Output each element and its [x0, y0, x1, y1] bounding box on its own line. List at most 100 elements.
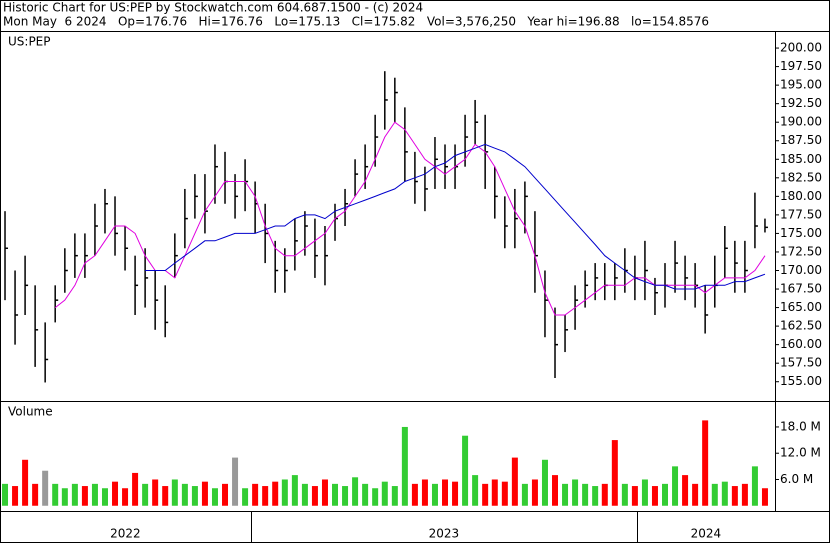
volume-bar — [42, 470, 49, 506]
volume-bar — [721, 481, 728, 506]
volume-bar — [162, 486, 169, 506]
volume-bar — [222, 483, 229, 506]
y-tick-label: 12.0 M — [780, 446, 821, 460]
volume-bar — [662, 483, 669, 506]
volume-bar — [562, 483, 569, 506]
volume-bar — [362, 483, 369, 506]
volume-bar — [521, 483, 528, 506]
volume-bar — [132, 472, 139, 506]
volume-bar — [2, 483, 9, 506]
volume-bar — [71, 483, 78, 506]
volume-bar — [651, 486, 658, 506]
volume-bar — [501, 481, 508, 506]
symbol-label: US:PEP — [8, 35, 51, 49]
y-tick-label: 172.50 — [780, 244, 822, 258]
y-tick-label: 195.00 — [780, 78, 822, 92]
x-tick-label: 2022 — [110, 527, 141, 541]
volume-bar — [421, 479, 428, 506]
x-tick-label: 2024 — [691, 527, 722, 541]
volume-bar — [342, 486, 349, 506]
volume-bar — [682, 475, 689, 506]
y-tick-label: 162.50 — [780, 319, 822, 333]
volume-bar — [22, 459, 29, 506]
volume-bar — [582, 483, 589, 506]
volume-bar — [101, 488, 108, 506]
volume-bar — [122, 488, 129, 506]
volume-bar — [32, 483, 39, 506]
volume-bar — [232, 457, 239, 506]
volume-bar — [171, 479, 178, 506]
volume-bar — [611, 440, 618, 506]
volume-bar — [452, 481, 459, 506]
volume-bar — [641, 479, 648, 506]
chart-title: Historic Chart for US:PEP by Stockwatch.… — [3, 1, 423, 15]
volume-bar — [12, 486, 19, 506]
volume-bar — [541, 459, 548, 506]
volume-bar — [272, 481, 279, 506]
volume-bar — [621, 483, 628, 506]
moving-average — [54, 121, 766, 316]
volume-bar — [142, 483, 149, 506]
y-tick-label: 167.50 — [780, 282, 822, 296]
volume-bar — [242, 488, 249, 506]
volume-bar — [491, 479, 498, 506]
volume-bar — [332, 483, 339, 506]
volume-bar — [431, 483, 438, 506]
y-tick-label: 187.50 — [780, 133, 822, 147]
y-tick-label: 175.00 — [780, 226, 822, 240]
volume-bar — [252, 483, 259, 506]
volume-bar — [631, 486, 638, 506]
volume-bar — [592, 486, 599, 506]
volume-bar — [401, 426, 408, 506]
volume-bar — [761, 488, 768, 506]
volume-bar — [91, 483, 98, 506]
volume-bar — [52, 483, 59, 506]
volume-bar — [112, 481, 119, 506]
volume-bar — [291, 475, 298, 506]
volume-bar — [61, 488, 68, 506]
volume-bar — [741, 483, 748, 506]
y-tick-label: 165.00 — [780, 300, 822, 314]
y-tick-label: 182.50 — [780, 170, 822, 184]
chart-subtitle: Mon May 6 2024 Op=176.76 Hi=176.76 Lo=17… — [3, 15, 709, 29]
y-tick-label: 155.00 — [780, 374, 822, 388]
volume-bar — [702, 420, 709, 506]
volume-bar — [352, 477, 359, 506]
volume-bar — [321, 479, 328, 506]
volume-bar — [301, 483, 308, 506]
volume-bar — [482, 483, 489, 506]
y-tick-label: 177.50 — [780, 207, 822, 221]
y-tick-label: 190.00 — [780, 115, 822, 129]
volume-bar — [572, 479, 579, 506]
volume-bar — [201, 481, 208, 506]
volume-bar — [262, 486, 269, 506]
volume-bar — [211, 488, 218, 506]
volume-bar — [391, 486, 398, 506]
volume-bar — [601, 483, 608, 506]
volume-bar — [411, 483, 418, 506]
volume-bar — [672, 466, 679, 506]
y-tick-label: 192.50 — [780, 96, 822, 110]
y-tick-label: 197.50 — [780, 59, 822, 73]
x-tick-label: 2023 — [429, 527, 460, 541]
volume-bar — [531, 479, 538, 506]
y-tick-label: 170.00 — [780, 263, 822, 277]
y-tick-label: 157.50 — [780, 356, 822, 370]
volume-bar — [462, 435, 469, 506]
y-tick-label: 6.0 M — [780, 472, 813, 486]
volume-title: Volume — [8, 405, 53, 419]
volume-bar — [731, 486, 738, 506]
volume-bar — [751, 466, 758, 506]
volume-bar — [191, 486, 198, 506]
volume-bar — [381, 481, 388, 506]
volume-bar — [281, 479, 288, 506]
y-tick-label: 185.00 — [780, 152, 822, 166]
volume-bar — [711, 483, 718, 506]
volume-bar — [552, 475, 559, 506]
volume-bar — [692, 483, 699, 506]
moving-average — [145, 143, 766, 290]
volume-bar — [81, 486, 88, 506]
volume-bar — [442, 479, 449, 506]
